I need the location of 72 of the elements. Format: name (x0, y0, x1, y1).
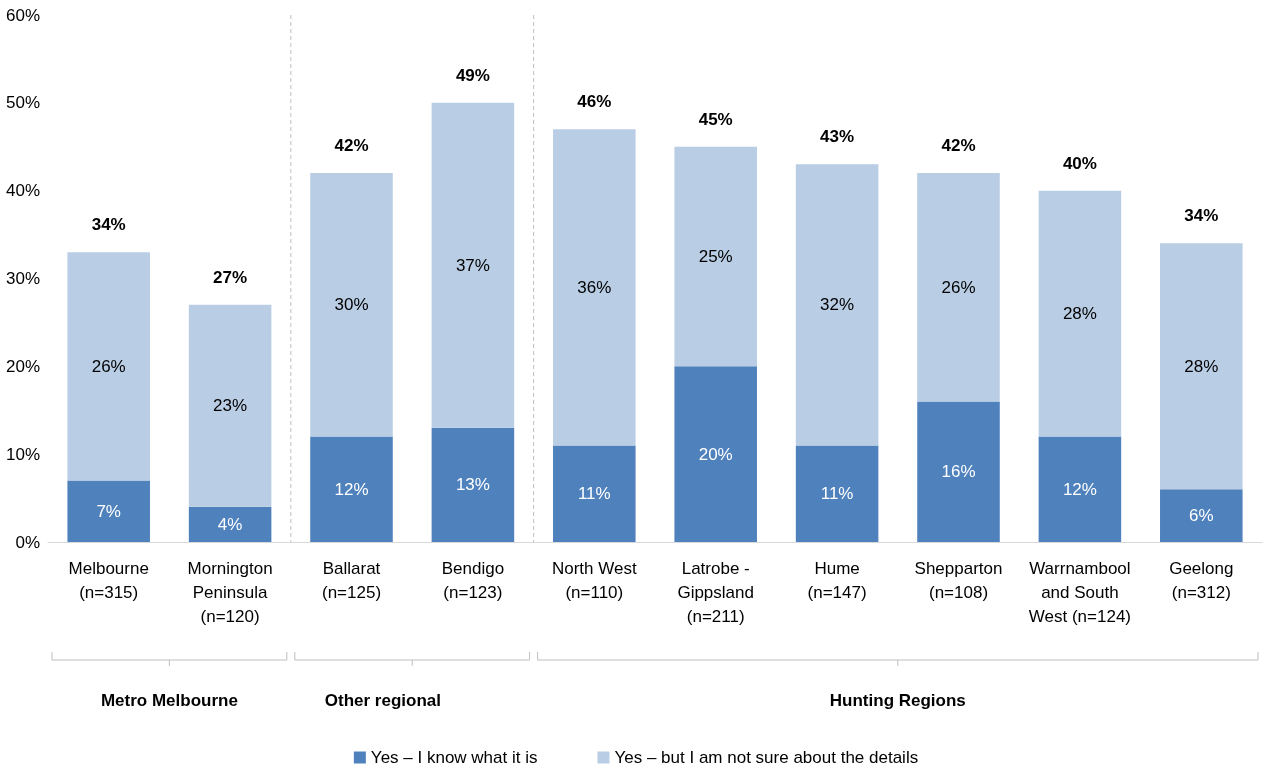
data-label: 36% (577, 277, 612, 297)
total-label: 45% (698, 109, 733, 129)
data-label: 32% (820, 295, 855, 315)
bar (310, 436, 393, 542)
data-label: 26% (91, 356, 126, 376)
y-tick-label: 30% (5, 269, 40, 288)
x-tick-label: Warrnambool and South West (n=124) (1028, 558, 1132, 626)
data-label: 20% (698, 444, 733, 464)
bar (553, 129, 636, 446)
data-label: 6% (1189, 506, 1214, 526)
bar (674, 146, 757, 367)
x-tick-label: Melbourne (n=315) (68, 558, 149, 602)
bar (431, 427, 515, 542)
total-label: 42% (941, 136, 976, 156)
total-label: 27% (213, 267, 248, 287)
bar (795, 445, 879, 542)
total-label: 49% (455, 65, 490, 85)
data-label: 4% (217, 514, 243, 534)
data-label: 13% (455, 475, 490, 495)
data-label: 11% (820, 484, 854, 504)
bar (1160, 489, 1243, 542)
bar (431, 102, 515, 428)
data-label: 37% (455, 255, 490, 275)
x-tick-label: Geelong (n=312) (1169, 558, 1234, 602)
bar (1160, 243, 1243, 490)
bar (674, 366, 757, 542)
x-tick-label: Bendigo (n=123) (441, 558, 505, 602)
y-tick-label: 50% (5, 93, 40, 113)
x-tick-label: North West (n=110) (551, 558, 637, 602)
data-label: 25% (698, 247, 733, 267)
y-tick-label: 60% (5, 5, 40, 25)
legend-label: Yes – I know what it is (370, 748, 538, 767)
x-tick-label: Hume (n=147) (807, 558, 867, 602)
text: Other regional (324, 691, 441, 710)
data-label: 26% (941, 277, 976, 297)
data-label: 30% (334, 295, 369, 315)
bar (67, 252, 150, 481)
data-label: 23% (213, 396, 248, 416)
total-label: 34% (91, 215, 126, 235)
total-label: 40% (1062, 153, 1097, 173)
bar (917, 401, 1000, 542)
data-label: 7% (96, 501, 121, 521)
bar (310, 173, 393, 437)
text: Hunting Regions (829, 691, 966, 710)
data-label: 11% (577, 484, 611, 504)
total-label: 34% (1184, 206, 1219, 226)
y-tick-label: 40% (5, 181, 40, 201)
legend-label: Yes – but I am not sure about the details (614, 748, 919, 767)
data-label: 12% (334, 479, 369, 499)
bar (188, 304, 272, 507)
y-tick-label: 0% (15, 532, 40, 552)
x-tick-label: Shepparton (n=108) (914, 558, 1003, 602)
bar (917, 173, 1000, 402)
bar (1038, 190, 1122, 437)
data-label: 28% (1184, 356, 1219, 376)
y-tick-label: 20% (5, 356, 40, 376)
text: Metro Melbourne (100, 691, 238, 710)
bar (795, 164, 879, 446)
bar (1038, 436, 1122, 542)
bar (67, 480, 150, 542)
total-label: 46% (577, 92, 612, 112)
total-label: 42% (334, 136, 369, 156)
bar (553, 445, 636, 542)
x-tick-label: Latrobe - Gippsland (n=211) (677, 558, 754, 626)
y-tick-label: 10% (5, 444, 40, 464)
x-tick-label: Mornington Peninsula (n=120) (187, 558, 273, 626)
x-tick-label: Ballarat (n=125) (321, 558, 382, 602)
data-label: 28% (1062, 304, 1097, 324)
data-label: 16% (941, 462, 976, 482)
total-label: 43% (820, 127, 855, 147)
data-label: 12% (1062, 479, 1097, 499)
bar (188, 506, 272, 542)
